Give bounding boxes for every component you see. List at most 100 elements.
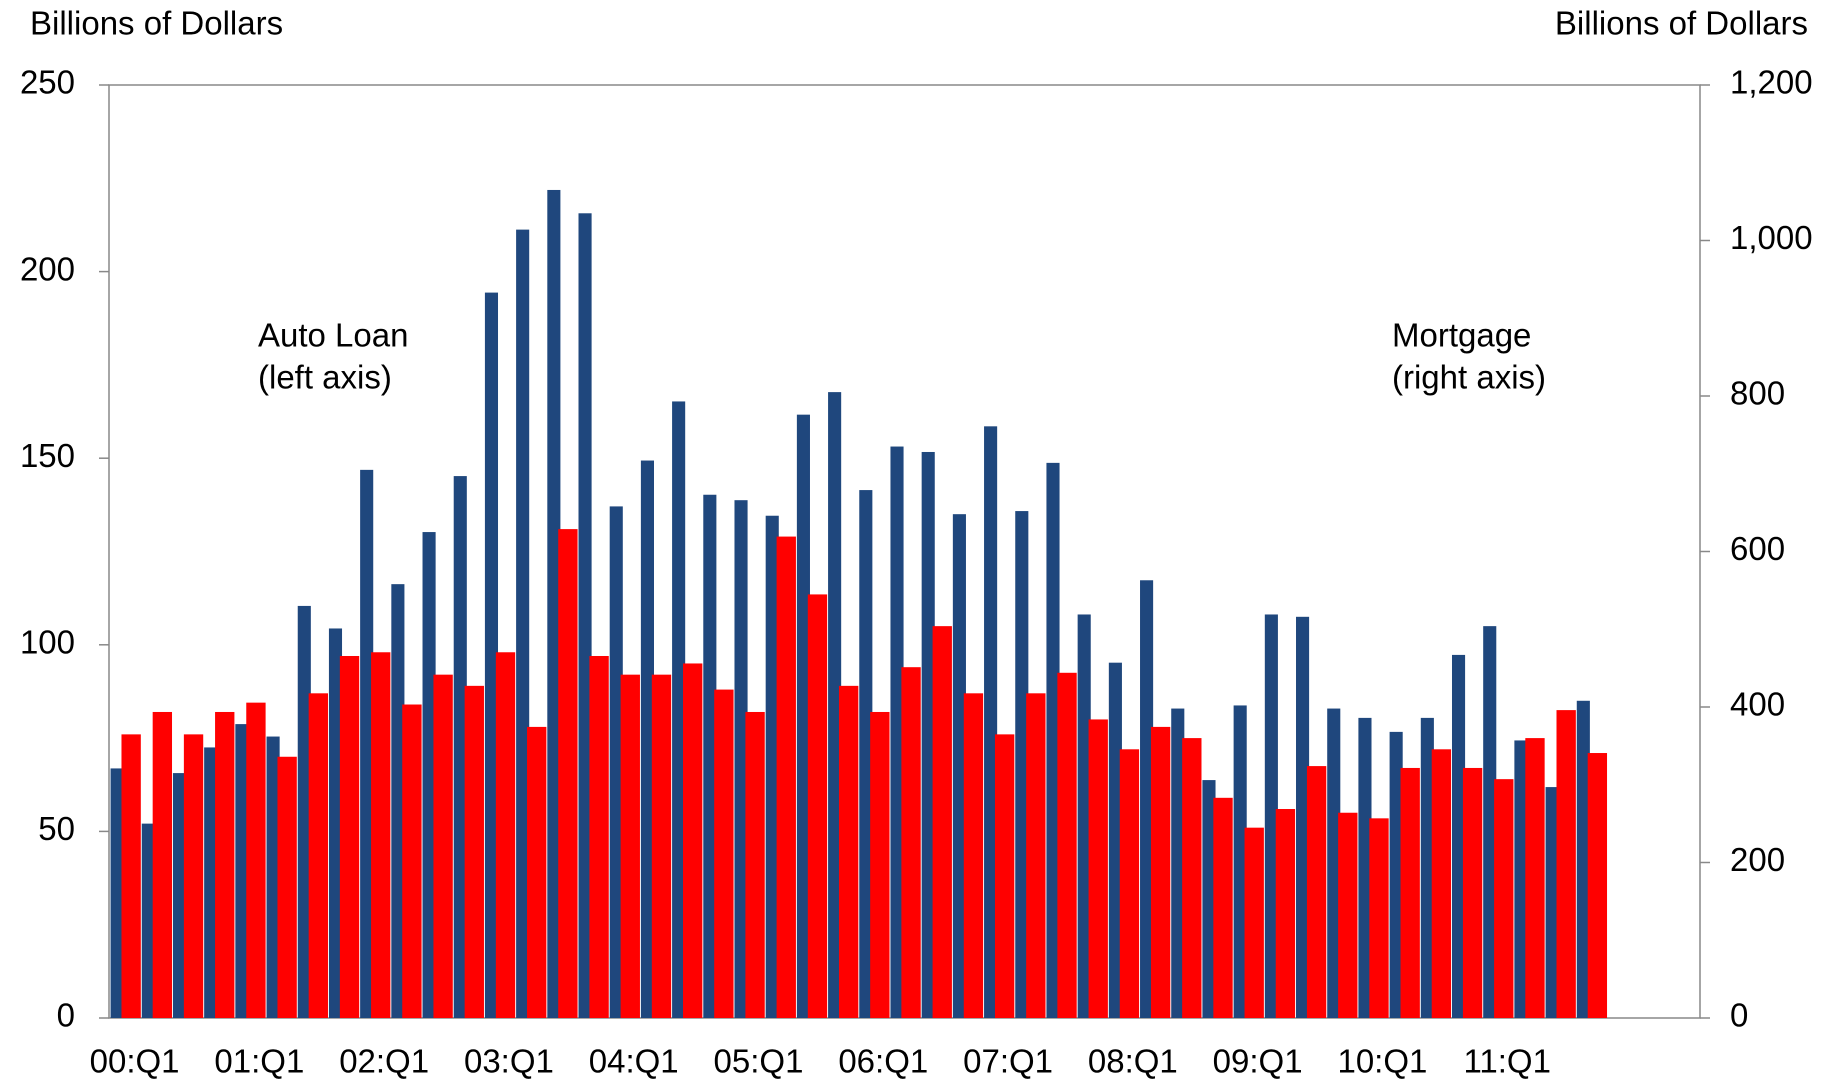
bar (890, 446, 904, 1019)
bar (932, 626, 952, 1018)
bar (620, 674, 640, 1018)
y2-tick-label: 200 (1730, 841, 1785, 878)
bar (422, 532, 436, 1018)
bar (339, 655, 360, 1018)
bar (516, 229, 530, 1019)
bar (1431, 749, 1452, 1018)
bar (828, 392, 842, 1018)
bar (807, 594, 828, 1018)
bar (921, 451, 935, 1019)
bar (495, 652, 516, 1018)
bar (1576, 700, 1590, 1018)
bar (963, 693, 984, 1018)
bar (1400, 767, 1420, 1018)
bar (1088, 719, 1108, 1018)
bar (402, 704, 422, 1018)
annotation: Auto Loan (258, 317, 408, 354)
annotation: Mortgage (1392, 317, 1531, 354)
y-tick-label: 200 (20, 250, 75, 287)
bar (204, 747, 218, 1018)
bar (651, 674, 672, 1018)
bar (1233, 705, 1247, 1018)
y2-tick-label: 600 (1730, 530, 1785, 567)
bar (1587, 753, 1608, 1018)
bar (1077, 614, 1091, 1018)
bar (859, 490, 873, 1018)
y-tick-label: 150 (20, 437, 75, 474)
annotation: (left axis) (258, 359, 392, 396)
y2-axis-label: Billions of Dollars (1555, 5, 1808, 42)
y-tick-label: 50 (38, 810, 75, 847)
bar (1494, 779, 1514, 1018)
bar (1462, 767, 1483, 1018)
bar (1514, 740, 1528, 1018)
bar (578, 213, 592, 1019)
bar (589, 655, 609, 1018)
bar (1389, 731, 1403, 1018)
y2-tick-label: 800 (1730, 375, 1785, 412)
bar (1046, 462, 1060, 1018)
bar (683, 663, 703, 1018)
y-axis-label: Billions of Dollars (30, 5, 283, 42)
bar (745, 711, 765, 1018)
bar (1483, 626, 1497, 1018)
bar (1057, 672, 1077, 1018)
x-tick-label: 05:Q1 (714, 1043, 804, 1080)
x-tick-label: 02:Q1 (339, 1043, 429, 1080)
bar (246, 702, 266, 1018)
bar (277, 756, 297, 1018)
bar (1306, 766, 1327, 1018)
bar (152, 711, 173, 1018)
y2-tick-label: 0 (1730, 997, 1748, 1034)
bar (1182, 738, 1202, 1018)
bar (308, 693, 328, 1018)
bar (371, 652, 391, 1018)
bar (141, 823, 155, 1018)
x-tick-label: 04:Q1 (589, 1043, 679, 1080)
annotation: (right axis) (1392, 359, 1546, 396)
bar (391, 584, 405, 1018)
bar (672, 401, 686, 1018)
bar (1327, 708, 1341, 1018)
bar (1015, 511, 1029, 1018)
bar (453, 476, 467, 1018)
bar (121, 734, 141, 1018)
bar (172, 773, 187, 1018)
bar (734, 500, 748, 1018)
bar (994, 734, 1015, 1018)
x-tick-label: 06:Q1 (838, 1043, 928, 1080)
bar (484, 292, 499, 1018)
x-tick-label: 00:Q1 (90, 1043, 180, 1080)
bar (266, 736, 280, 1018)
bar (433, 674, 453, 1018)
bar (609, 506, 623, 1018)
bar (527, 726, 547, 1018)
bar (547, 189, 561, 1018)
bar (1108, 662, 1122, 1018)
y-tick-label: 250 (20, 64, 75, 101)
bar (1026, 693, 1046, 1018)
bar (714, 689, 734, 1018)
bar (703, 494, 717, 1018)
bar (1556, 710, 1576, 1018)
bar (1202, 780, 1216, 1018)
bar (1275, 809, 1296, 1018)
x-tick-label: 10:Q1 (1337, 1043, 1427, 1080)
bar (870, 711, 890, 1018)
y-tick-label: 0 (57, 997, 75, 1034)
bar (1213, 797, 1233, 1018)
bar (1545, 787, 1559, 1018)
bar (1140, 580, 1154, 1018)
bar (1420, 717, 1434, 1018)
bar (765, 515, 779, 1018)
bar (1358, 717, 1372, 1018)
bar (1451, 654, 1466, 1018)
bar (215, 711, 235, 1018)
bar (838, 685, 859, 1018)
bar (1525, 738, 1545, 1018)
bar (1296, 616, 1310, 1018)
bar (1338, 812, 1358, 1018)
bar (558, 529, 578, 1018)
bar (1369, 818, 1389, 1018)
